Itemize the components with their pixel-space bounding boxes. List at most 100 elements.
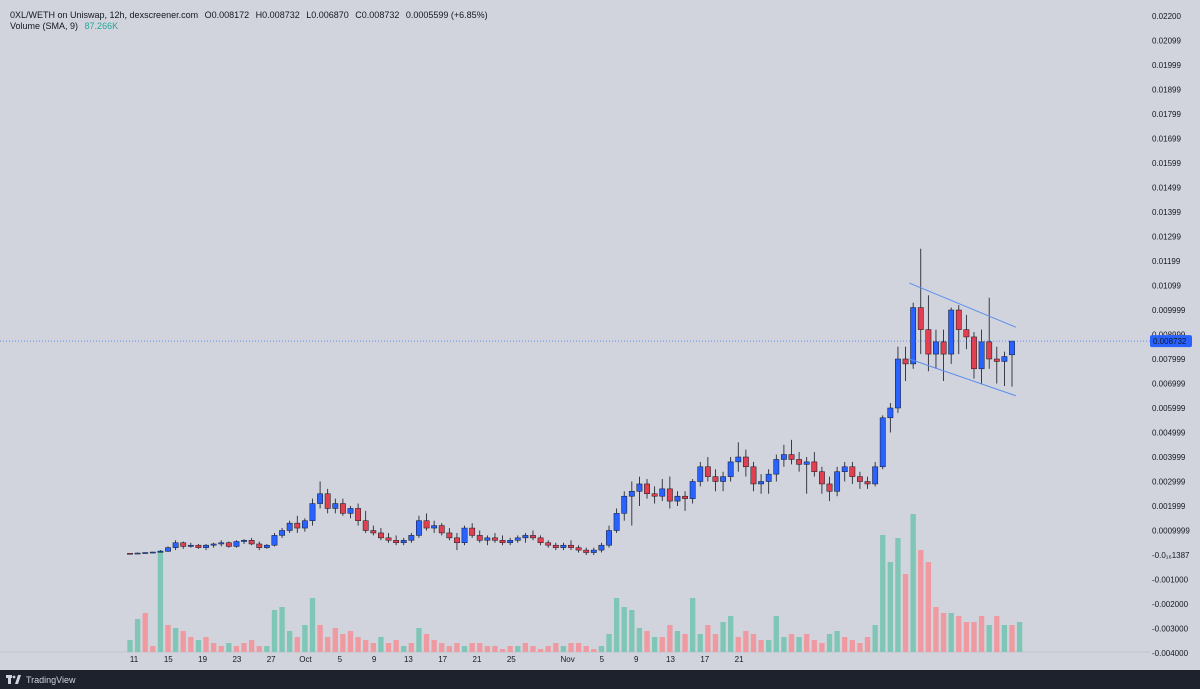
- candle-body: [362, 520, 369, 531]
- price-chart[interactable]: 0.02200 0.02099 0.01999 0.01899 0.01799 0.016…: [0, 0, 1200, 670]
- candle-body: [499, 540, 506, 543]
- candle-body: [149, 551, 156, 554]
- volume-bar: [568, 643, 574, 652]
- volume-bar: [621, 607, 627, 652]
- volume-bar: [629, 610, 635, 652]
- volume-bar: [347, 631, 354, 652]
- candle-body: [522, 535, 529, 539]
- volume-bar: [492, 646, 498, 652]
- volume-bar: [674, 631, 681, 652]
- y-tick-label: 0.01499: [1152, 184, 1181, 193]
- x-tick-label: 21: [735, 655, 744, 664]
- y-tick-label: 0.008999: [1152, 331, 1186, 340]
- candle-body: [849, 466, 856, 477]
- candle-body: [324, 493, 331, 509]
- candle-body: [423, 520, 430, 529]
- y-tick-label: 0.003999: [1152, 453, 1186, 462]
- volume-bar: [758, 640, 764, 652]
- candle-body: [666, 488, 673, 502]
- candle-body: [887, 407, 894, 419]
- candle-body: [393, 540, 400, 543]
- candle-body: [955, 309, 962, 330]
- candle-body: [416, 520, 422, 536]
- volume-bar: [796, 637, 802, 652]
- volume-bar: [636, 628, 643, 652]
- y-tick-label: 0.001999: [1152, 502, 1186, 511]
- volume-bar: [880, 535, 886, 652]
- candle-body: [940, 341, 947, 355]
- volume-bar: [591, 649, 597, 652]
- volume-bar: [363, 640, 369, 652]
- candle-body: [568, 544, 574, 548]
- volume-bar: [606, 634, 612, 652]
- volume-bar: [1016, 622, 1023, 652]
- change-value: 0.0005599 (+6.85%): [405, 10, 488, 20]
- x-tick-label: 11: [130, 655, 139, 664]
- candle-body: [651, 493, 658, 497]
- volume-bar: [393, 640, 399, 652]
- candle-body: [1001, 356, 1008, 362]
- candle-body: [514, 537, 521, 541]
- candle-body: [872, 466, 879, 485]
- symbol-title[interactable]: 0XL/WETH on Uniswap, 12h, dexscreener.co…: [10, 10, 199, 20]
- candle-body: [993, 358, 1000, 362]
- volume-bar: [499, 649, 506, 652]
- volume-bar: [902, 574, 909, 652]
- volume-label[interactable]: Volume (SMA, 9): [10, 21, 79, 31]
- y-tick-label: 0.004999: [1152, 429, 1186, 438]
- x-tick-label: 27: [267, 655, 276, 664]
- candle-body: [530, 535, 536, 539]
- volume-bar: [667, 625, 673, 652]
- current-price-label: 0.008732: [1153, 337, 1187, 346]
- volume-bar: [826, 634, 833, 652]
- volume-bar: [385, 643, 392, 652]
- volume-bar: [1001, 625, 1008, 652]
- volume-bar: [317, 625, 323, 652]
- candle-body: [788, 454, 795, 460]
- volume-bar: [416, 628, 422, 652]
- volume-bar: [583, 646, 589, 652]
- candle-body: [986, 341, 993, 360]
- candle-body: [925, 329, 932, 355]
- candle-body: [469, 527, 476, 536]
- volume-bar: [439, 643, 445, 652]
- y-tick-label: 0.01599: [1152, 159, 1181, 168]
- current-price-badge: [1150, 335, 1192, 348]
- volume-bar: [461, 646, 468, 652]
- candle-body: [742, 456, 749, 468]
- candle-body: [309, 503, 316, 521]
- candle-body: [879, 417, 886, 468]
- volume-bar: [287, 631, 293, 652]
- x-tick-label: 19: [198, 655, 207, 664]
- y-tick-label: -0.001000: [1152, 576, 1189, 585]
- volume-bar: [910, 514, 916, 652]
- y-tick-label: 0.006999: [1152, 380, 1186, 389]
- volume-bar: [811, 640, 817, 652]
- close-value: C0.008732: [355, 10, 400, 20]
- candle-body: [780, 454, 787, 460]
- y-tick-label: 0.01699: [1152, 135, 1181, 144]
- candle-body: [773, 459, 780, 475]
- volume-bar: [401, 646, 407, 652]
- volume-bar: [127, 640, 133, 652]
- volume-bar: [750, 634, 757, 652]
- candle-body: [172, 542, 179, 548]
- volume-bar: [705, 625, 711, 652]
- tradingview-logo[interactable]: TradingView: [6, 672, 76, 687]
- volume-bar: [842, 637, 848, 652]
- x-tick-label: 15: [164, 655, 173, 664]
- candle-body: [355, 508, 362, 521]
- y-tick-label: 0.01199: [1152, 257, 1181, 266]
- y-tick-label: -0.003000: [1152, 625, 1189, 634]
- y-tick-label: 0.01999: [1152, 61, 1181, 70]
- candle-body: [895, 358, 901, 409]
- volume-bar: [165, 625, 171, 652]
- volume-bar: [689, 598, 696, 652]
- candle-body: [826, 483, 833, 492]
- candle-body: [279, 530, 285, 536]
- candle-body: [598, 544, 605, 551]
- volume-bar: [454, 643, 460, 652]
- low-value: L0.006870: [306, 10, 349, 20]
- volume-legend: Volume (SMA, 9) 87.266K: [10, 21, 122, 31]
